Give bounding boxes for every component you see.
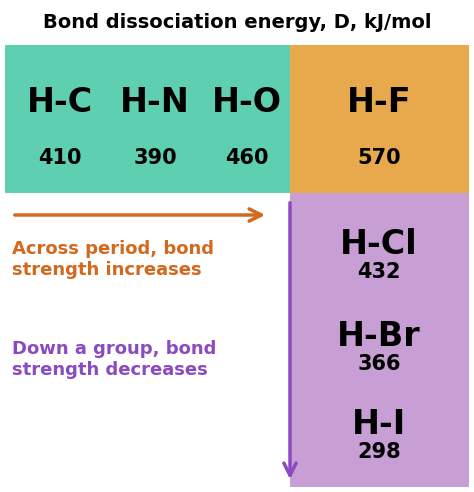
Bar (5, 45, 290, 193)
Text: 298: 298 (357, 442, 401, 462)
Text: 390: 390 (133, 148, 177, 168)
Bar (290, 193, 469, 487)
Text: H-F: H-F (346, 86, 411, 119)
Text: H-I: H-I (352, 408, 406, 441)
Text: H-O: H-O (212, 86, 282, 119)
Text: 460: 460 (225, 148, 269, 168)
Text: H-C: H-C (27, 86, 93, 119)
Text: 366: 366 (357, 354, 401, 374)
Text: Across period, bond
strength increases: Across period, bond strength increases (12, 240, 214, 279)
Text: 570: 570 (357, 148, 401, 168)
Text: 410: 410 (38, 148, 82, 168)
Text: H-N: H-N (120, 86, 190, 119)
Text: Bond dissociation energy, D, kJ/mol: Bond dissociation energy, D, kJ/mol (43, 12, 431, 31)
Text: H-Br: H-Br (337, 320, 421, 353)
Text: H-Cl: H-Cl (340, 228, 418, 262)
Text: 432: 432 (357, 262, 401, 282)
Bar (290, 45, 469, 193)
Text: Down a group, bond
strength decreases: Down a group, bond strength decreases (12, 340, 216, 379)
